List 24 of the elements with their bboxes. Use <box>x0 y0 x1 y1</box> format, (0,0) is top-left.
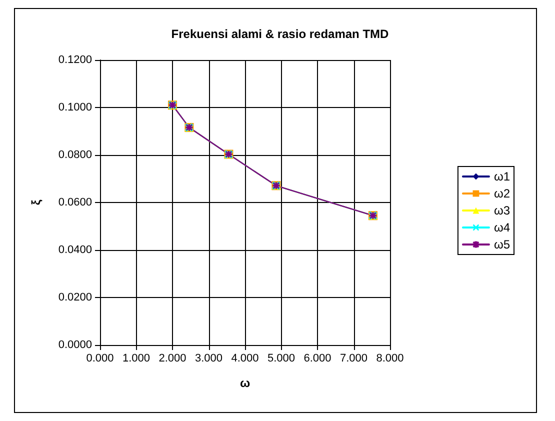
y-tick-label: 0.0400 <box>58 244 92 256</box>
x-tick-label: 8.000 <box>376 352 404 364</box>
legend-label: ω5 <box>494 238 510 252</box>
x-tick-label: 6.000 <box>304 352 332 364</box>
y-tick-label: 0.0800 <box>58 149 92 161</box>
legend-label: ω1 <box>494 170 510 184</box>
y-tick-label: 0.1200 <box>58 54 92 66</box>
x-tick-label: 7.000 <box>340 352 368 364</box>
y-tick-label: 0.0600 <box>58 196 92 208</box>
legend-label: ω2 <box>494 186 510 200</box>
x-tick-label: 2.000 <box>158 352 186 364</box>
legend-label: ω4 <box>494 220 510 234</box>
y-tick-label: 0.0200 <box>58 292 92 304</box>
x-axis-title: ω <box>240 376 250 390</box>
x-tick-label: 5.000 <box>267 352 296 364</box>
x-tick-label: 0.000 <box>86 352 114 364</box>
x-tick-label: 3.000 <box>194 352 223 364</box>
y-tick-label: 0.0000 <box>58 339 92 351</box>
x-tick-label: 1.000 <box>122 352 150 364</box>
legend-label: ω3 <box>494 204 510 218</box>
chart-title: Frekuensi alami & rasio redaman TMD <box>171 27 390 41</box>
y-tick-label: 0.1000 <box>58 102 92 114</box>
y-axis-title: ξ <box>29 199 43 206</box>
x-tick-label: 4.000 <box>231 352 259 364</box>
